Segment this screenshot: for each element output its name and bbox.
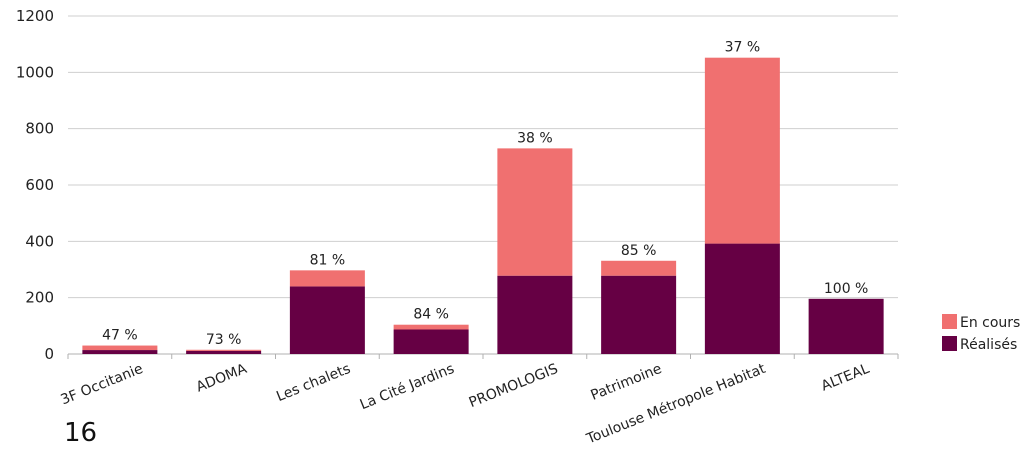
y-tick-label-0: 0 xyxy=(44,345,54,363)
legend-label-en-cours: En cours xyxy=(960,315,1020,331)
bar-en-cours-2 xyxy=(289,270,365,287)
data-label-6: 37 % xyxy=(725,40,761,56)
x-category-label-7: ALTEAL xyxy=(819,361,872,395)
legend-label-realises: Réalisés xyxy=(960,337,1017,353)
legend-swatch-realises xyxy=(942,336,957,351)
y-tick-label-1000: 1000 xyxy=(16,63,54,81)
bar-realises-1 xyxy=(186,350,262,354)
x-category-label-0: 3F Occitanie xyxy=(59,361,146,408)
bar-en-cours-1 xyxy=(186,349,262,351)
x-category-label-5: Patrimoine xyxy=(588,361,664,404)
y-tick-label-200: 200 xyxy=(25,289,54,307)
data-label-0: 47 % xyxy=(102,328,138,344)
y-tick-label-1200: 1200 xyxy=(16,7,54,25)
x-category-label-2: Les chalets xyxy=(274,361,353,405)
data-label-7: 100 % xyxy=(824,281,868,297)
data-label-5: 85 % xyxy=(621,243,657,259)
bar-realises-4 xyxy=(497,275,573,354)
data-label-2: 81 % xyxy=(310,252,346,268)
bar-realises-0 xyxy=(82,350,158,354)
bar-en-cours-4 xyxy=(497,148,573,276)
x-category-label-4: PROMOLOGIS xyxy=(467,361,561,411)
bar-en-cours-6 xyxy=(704,57,780,244)
page-number: 16 xyxy=(64,418,98,448)
bar-realises-2 xyxy=(289,286,365,354)
bar-en-cours-3 xyxy=(393,324,469,330)
bar-en-cours-5 xyxy=(601,260,677,276)
data-label-4: 38 % xyxy=(517,130,553,146)
y-tick-label-600: 600 xyxy=(25,176,54,194)
data-label-3: 84 % xyxy=(413,307,449,323)
y-tick-label-800: 800 xyxy=(25,120,54,138)
bar-realises-7 xyxy=(808,298,884,354)
x-category-label-1: ADOMA xyxy=(194,361,250,396)
bar-en-cours-0 xyxy=(82,345,158,351)
bar-realises-5 xyxy=(601,275,677,354)
x-category-label-6: Toulouse Métropole Habitat xyxy=(584,361,769,448)
data-label-1: 73 % xyxy=(206,332,242,348)
legend-swatch-en-cours xyxy=(942,314,957,329)
bar-realises-6 xyxy=(704,243,780,354)
x-category-label-3: La Cité Jardins xyxy=(358,361,457,413)
bar-realises-3 xyxy=(393,329,469,354)
y-tick-label-400: 400 xyxy=(25,232,54,250)
